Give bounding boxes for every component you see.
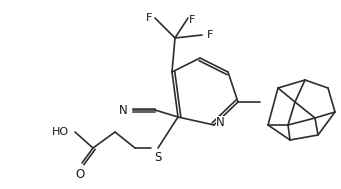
Text: S: S: [154, 151, 162, 164]
Text: O: O: [75, 168, 85, 181]
Text: F: F: [146, 13, 152, 23]
Text: N: N: [119, 104, 128, 116]
Text: F: F: [189, 15, 195, 25]
Text: N: N: [216, 115, 225, 129]
Text: HO: HO: [52, 127, 69, 137]
Text: F: F: [207, 30, 213, 40]
